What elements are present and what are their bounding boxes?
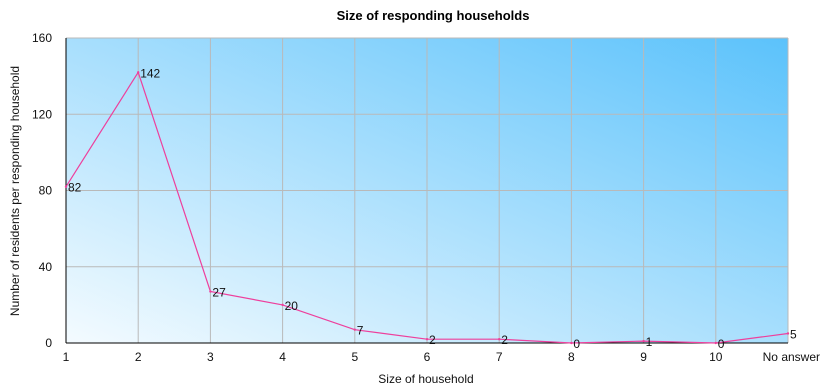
x-tick-label: 4 [279, 350, 286, 364]
data-label: 5 [790, 327, 797, 341]
x-tick-label: 1 [63, 350, 70, 364]
series [64, 70, 790, 345]
data-point [137, 71, 140, 74]
data-label: 7 [357, 324, 364, 338]
data-label: 0 [573, 337, 580, 351]
data-point [64, 185, 68, 188]
data-point [642, 339, 645, 343]
data-point [209, 290, 212, 293]
y-tick-label: 160 [32, 31, 52, 45]
x-tick-label: 6 [424, 350, 431, 364]
x-tick-label: 8 [568, 350, 575, 364]
data-point [786, 332, 790, 335]
x-tick-label: 3 [207, 350, 214, 364]
grid [66, 37, 789, 343]
x-tick-label: 5 [351, 350, 358, 364]
y-tick-label: 80 [39, 184, 53, 198]
x-tick-label: 2 [135, 350, 142, 364]
x-axis-title: Size of household [378, 372, 473, 386]
data-label: 27 [212, 286, 226, 300]
data-point [498, 337, 501, 341]
data-label: 1 [646, 335, 653, 349]
data-point [425, 337, 429, 341]
x-tick-label: 9 [640, 350, 647, 364]
y-tick-label: 40 [39, 260, 53, 274]
data-point [570, 341, 573, 345]
y-tick-label: 120 [32, 107, 52, 121]
data-label: 20 [285, 299, 299, 313]
data-label: 2 [501, 333, 508, 347]
data-label: 82 [68, 181, 82, 195]
data-label: 0 [718, 337, 725, 351]
axes [65, 38, 788, 344]
data-point [353, 328, 356, 331]
data-label: 142 [140, 66, 160, 80]
data-label: 2 [429, 333, 436, 347]
data-point [714, 341, 717, 345]
x-tick-label: No answer [763, 350, 820, 364]
y-tick-label: 0 [45, 336, 52, 350]
chart-title: Size of responding households [337, 8, 530, 23]
y-axis-title: Number of residents per responding house… [8, 66, 22, 316]
x-tick-label: 7 [496, 350, 503, 364]
x-tick-label: 10 [709, 350, 723, 364]
data-point [281, 303, 284, 307]
